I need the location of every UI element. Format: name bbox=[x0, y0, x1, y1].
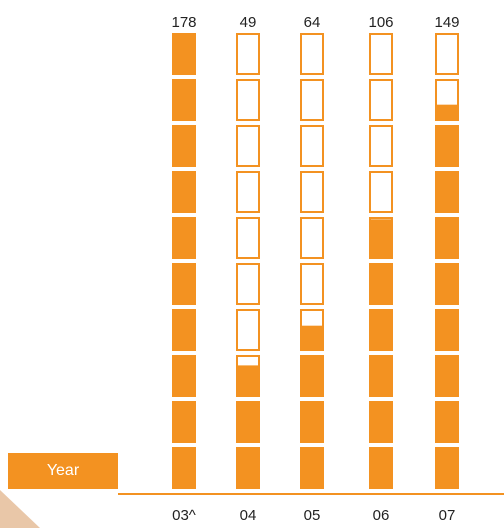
bar-fill bbox=[435, 217, 459, 259]
bar-box bbox=[300, 171, 324, 213]
bar-box bbox=[236, 217, 260, 259]
bar-box bbox=[369, 125, 393, 167]
bar-fill bbox=[172, 217, 196, 259]
bar-fill bbox=[435, 263, 459, 305]
bar-fill bbox=[369, 309, 393, 351]
bar-box bbox=[300, 33, 324, 75]
x-tick-label: 06 bbox=[373, 507, 390, 524]
bar-fill bbox=[236, 365, 260, 397]
bar-box bbox=[236, 309, 260, 351]
x-tick-label: 03^ bbox=[172, 507, 196, 524]
x-tick-label: 05 bbox=[304, 507, 321, 524]
bar-box bbox=[236, 33, 260, 75]
bar-column bbox=[172, 33, 196, 489]
bar-box bbox=[300, 217, 324, 259]
bar-value-label: 106 bbox=[368, 14, 393, 31]
bar-fill bbox=[172, 79, 196, 121]
bar-fill bbox=[172, 125, 196, 167]
bar-fill bbox=[300, 401, 324, 443]
bar-fill bbox=[435, 104, 459, 121]
labels-layer: 178 03^ 49 04 64 05 106 06 149 07 bbox=[171, 14, 459, 524]
bar-fill bbox=[300, 447, 324, 489]
bar-box bbox=[236, 171, 260, 213]
bar-fill bbox=[369, 447, 393, 489]
bar-fill bbox=[236, 401, 260, 443]
bar-fill bbox=[172, 263, 196, 305]
bar-fill bbox=[435, 171, 459, 213]
bar-box bbox=[236, 79, 260, 121]
bar-fill bbox=[369, 355, 393, 397]
bar-fill bbox=[435, 309, 459, 351]
bar-column bbox=[435, 33, 459, 489]
bar-fill bbox=[172, 355, 196, 397]
bar-box bbox=[369, 79, 393, 121]
x-tick-label: 07 bbox=[439, 507, 456, 524]
bar-fill bbox=[435, 401, 459, 443]
bar-fill bbox=[172, 309, 196, 351]
bar-value-label: 64 bbox=[304, 14, 321, 31]
bar-box bbox=[435, 33, 459, 75]
bar-column bbox=[236, 33, 260, 489]
bar-box bbox=[236, 263, 260, 305]
bar-fill bbox=[369, 219, 393, 259]
bar-fill bbox=[172, 171, 196, 213]
bar-fill bbox=[300, 355, 324, 397]
bar-fill bbox=[369, 263, 393, 305]
bar-fill bbox=[369, 401, 393, 443]
bar-fill bbox=[236, 447, 260, 489]
bar-fill bbox=[435, 447, 459, 489]
bar-fill bbox=[435, 125, 459, 167]
bar-fill bbox=[172, 33, 196, 75]
bar-fill bbox=[435, 355, 459, 397]
bar-box bbox=[369, 33, 393, 75]
bar-fill bbox=[172, 447, 196, 489]
bar-box bbox=[236, 125, 260, 167]
x-axis-title: Year bbox=[46, 462, 80, 479]
bar-value-label: 178 bbox=[171, 14, 196, 31]
bar-value-label: 149 bbox=[434, 14, 459, 31]
bar-box bbox=[300, 263, 324, 305]
x-axis-title-badge: Year bbox=[8, 453, 118, 489]
bar-column bbox=[300, 33, 324, 489]
bar-fill bbox=[172, 401, 196, 443]
bar-column bbox=[369, 33, 393, 489]
bars-layer bbox=[172, 33, 459, 489]
bar-value-label: 49 bbox=[240, 14, 257, 31]
bar-box bbox=[300, 125, 324, 167]
x-tick-label: 04 bbox=[240, 507, 257, 524]
bar-fill bbox=[300, 325, 324, 351]
bar-box bbox=[369, 171, 393, 213]
bar-box bbox=[300, 79, 324, 121]
